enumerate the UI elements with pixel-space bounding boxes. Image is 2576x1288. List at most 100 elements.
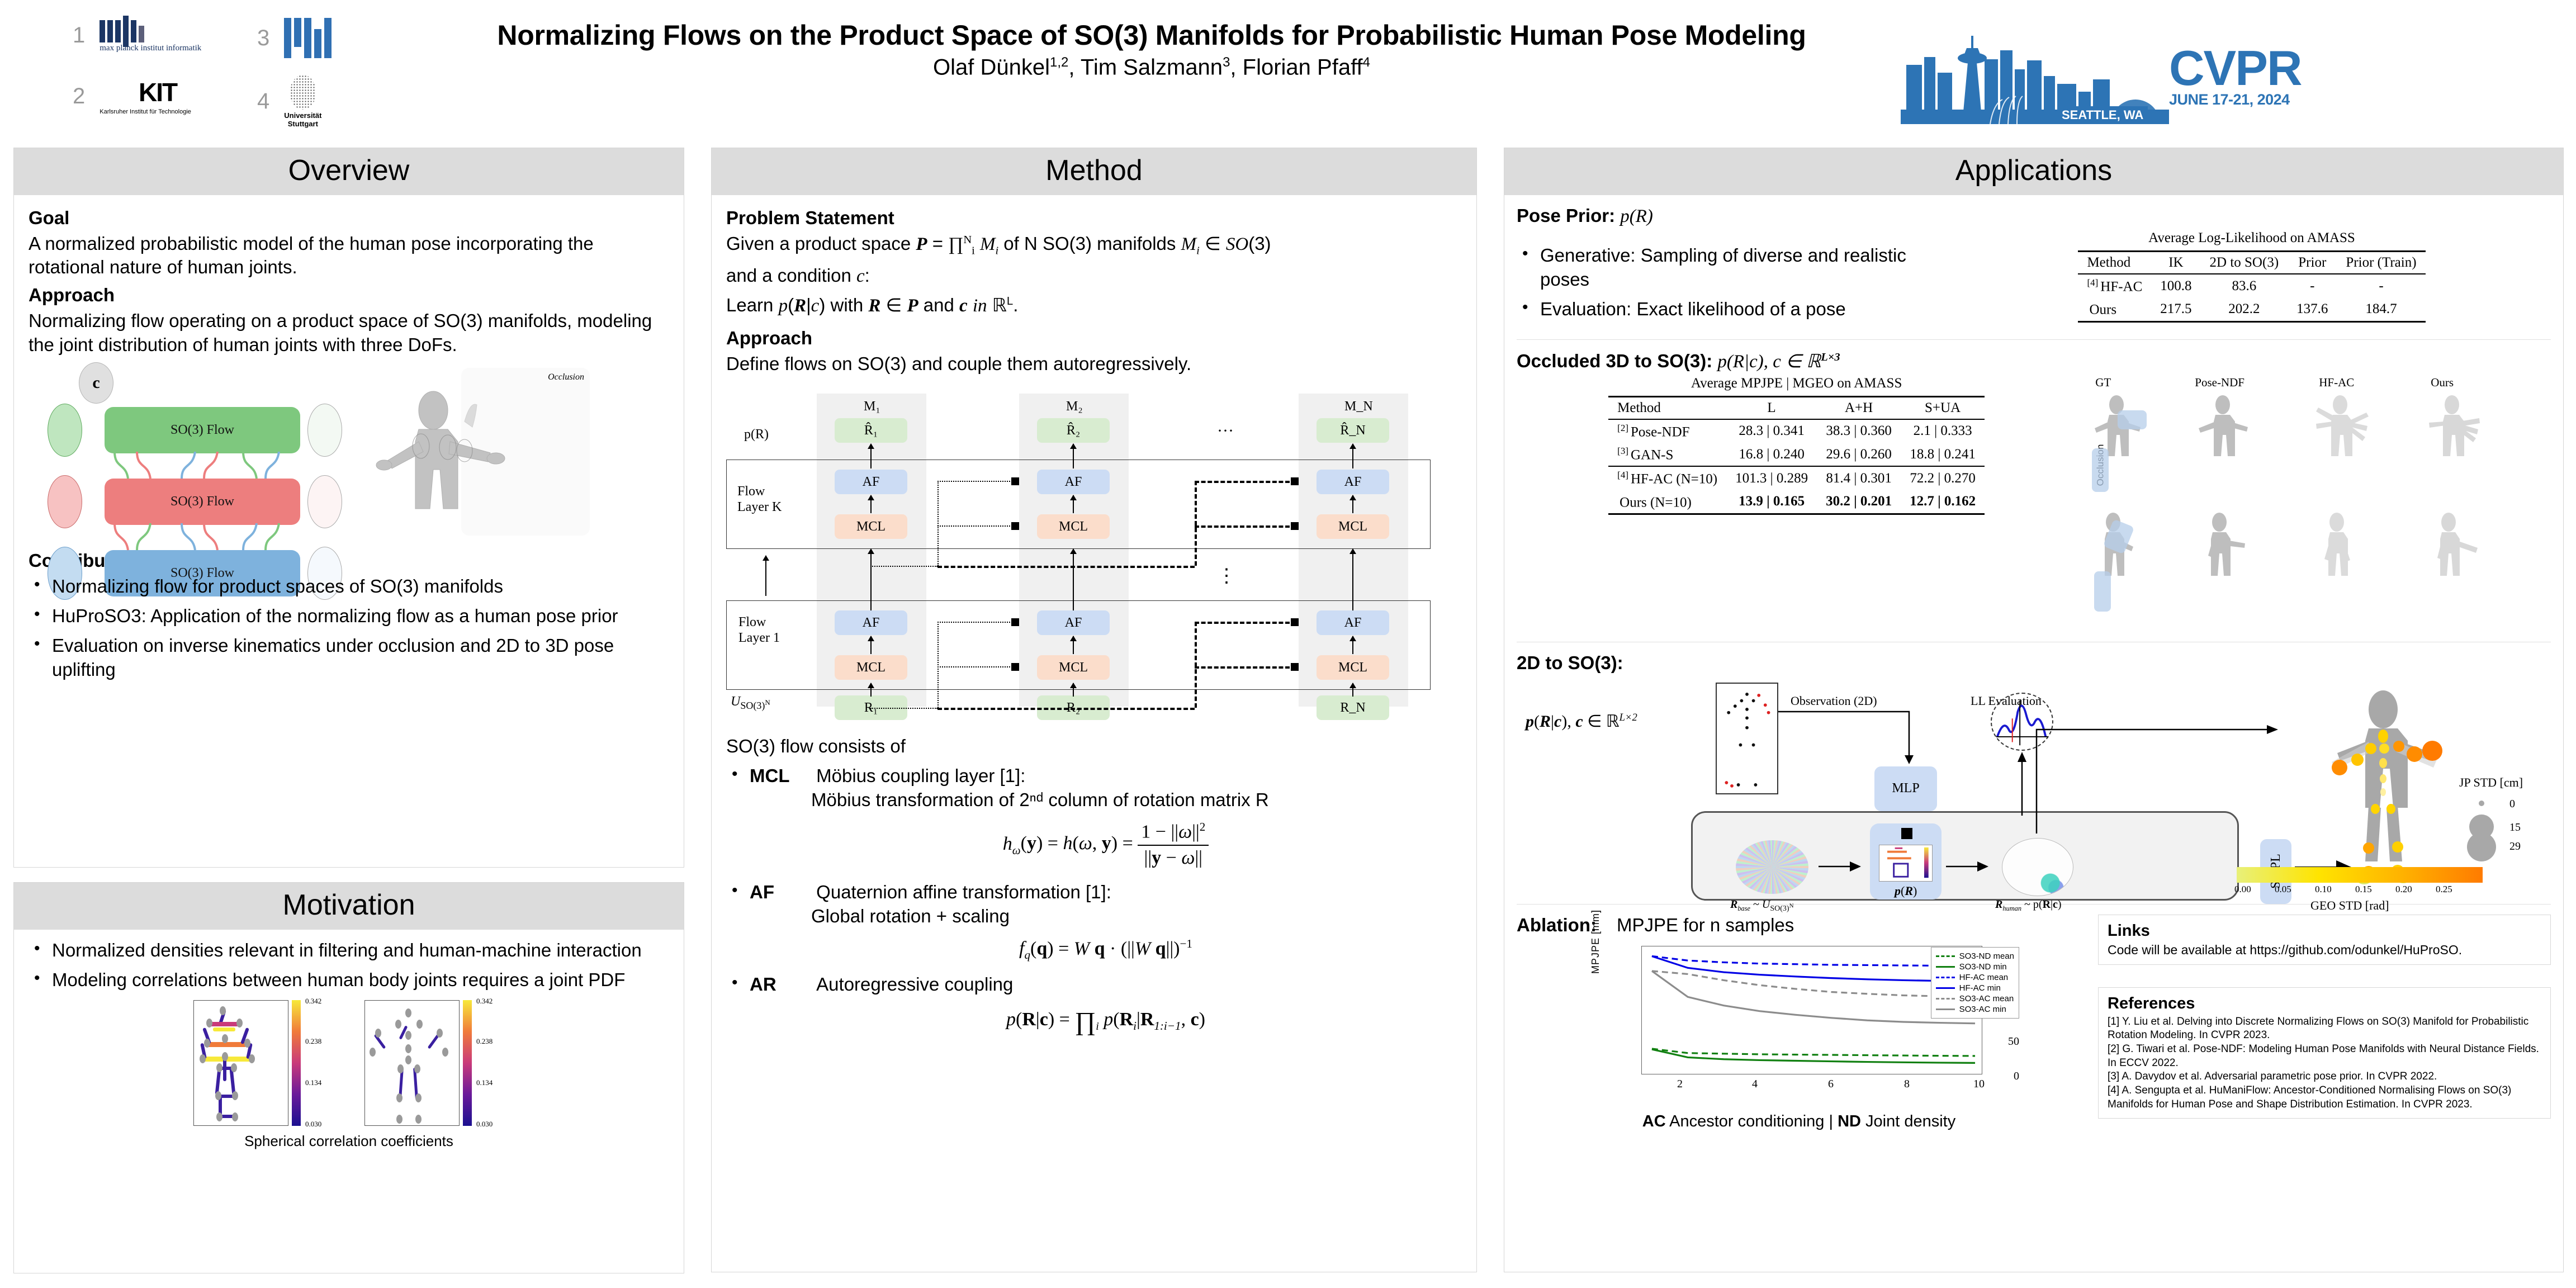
cvpr-location: SEATTLE, WA xyxy=(2057,106,2148,124)
output-manifold-red xyxy=(307,475,342,528)
pose-col-posendf: Pose-NDF xyxy=(2195,375,2244,389)
flow-components-list: MCL Möbius coupling layer [1]: Möbius tr… xyxy=(726,763,1462,1038)
ll-curve-bubble xyxy=(1991,692,2053,751)
legend-item: SO3-ND min xyxy=(1935,962,2014,972)
jp-std-value: 15 xyxy=(2509,821,2521,834)
table-row: [4] HF-AC 100.8 83.6 - - xyxy=(2078,273,2426,298)
qualitative-pose-grid: GT Pose-NDF HF-AC Ours Occlusion xyxy=(2085,376,2551,638)
ref-marker: [2] xyxy=(1617,422,1628,433)
geo-tick: 0.05 xyxy=(2275,883,2291,894)
input-manifold-green xyxy=(48,403,82,457)
cell-sua: 72.2 | 0.270 xyxy=(1901,466,1985,490)
ablation-block: Ablation: MPJPE for n samples MPJPE [mm]… xyxy=(1517,910,2081,1131)
cell-prior-train: 184.7 xyxy=(2337,297,2426,323)
cvpr-dates: JUNE 17-21, 2024 xyxy=(2169,91,2290,108)
contributions-list: Normalizing flow for product spaces of S… xyxy=(29,574,669,682)
mcl-tag: MCL xyxy=(750,765,790,786)
reference-item: [3] A. Davydov et al. Adversarial parame… xyxy=(2108,1071,2437,1083)
mcl-node-1-2: MCL xyxy=(1037,655,1110,680)
kit-logo-icon: KIT Karlsruher Institut für Technologie xyxy=(100,78,191,115)
correlation-figure-right: 0.342 0.238 0.134 0.030 xyxy=(364,997,504,1128)
col-l: L xyxy=(1726,395,1817,419)
mcl-line2: Möbius transformation of 2ⁿᵈ column of r… xyxy=(811,789,1269,810)
links-refs-column: Links Code will be available at https://… xyxy=(2098,911,2551,1131)
affiliation-logos: 1 max planck institut informatik 2 KIT K… xyxy=(73,15,419,128)
legend-label: HF-AC mean xyxy=(1959,972,2009,982)
cell-prior: 137.6 xyxy=(2288,297,2337,323)
pose-col-gt: GT xyxy=(2095,375,2111,389)
cell-method: Ours (N=10) xyxy=(1620,494,1692,510)
cell-l: 16.8 | 0.240 xyxy=(1739,446,1805,462)
col-sua: S+UA xyxy=(1901,395,1985,419)
table-row: [2] Pose-NDF 28.3 | 0.341 38.3 | 0.360 2.… xyxy=(1608,418,1985,443)
condition-node: c xyxy=(79,362,113,404)
problem-statement-line-2: and a condition c: xyxy=(726,264,870,286)
geo-tick: 0.10 xyxy=(2315,883,2332,894)
cell-2dso3: 83.6 xyxy=(2200,273,2288,298)
section-ablation-and-links: Ablation: MPJPE for n samples MPJPE [mm]… xyxy=(1517,903,2551,1134)
loglikelihood-table: Method IK 2D to SO(3) Prior Prior (Train… xyxy=(2078,250,2426,323)
coupling-arrows-1 xyxy=(113,451,280,479)
output-node-n: R̂_N xyxy=(1317,418,1389,443)
overview-goal-title: Goal xyxy=(29,207,70,228)
observation-to-mlp-arrow xyxy=(1778,711,1914,764)
cell-2dso3: 202.2 xyxy=(2200,297,2288,323)
col-prior-train: Prior (Train) xyxy=(2337,250,2426,274)
legend-swatch xyxy=(1935,997,1955,1000)
legend-swatch xyxy=(1935,965,1955,968)
geo-tick: 0.15 xyxy=(2355,883,2372,894)
motivation-list: Normalized densities relevant in filteri… xyxy=(29,937,669,992)
section-2d-to-so3: 2D to SO(3): p(R|c), c ∈ ℝL×2 xyxy=(1517,641,2551,913)
legend-label: SO3-AC mean xyxy=(1959,993,2014,1003)
manifold-label-n: M_N xyxy=(1344,399,1373,414)
ablation-label: Ablation: xyxy=(1517,914,1597,935)
flow-intro-text: SO(3) flow consists of xyxy=(726,736,906,757)
colorbar-ticks-left: 0.342 0.238 0.134 0.030 xyxy=(304,997,333,1128)
overview-heading: Overview xyxy=(14,148,684,195)
skeleton-plot-right xyxy=(364,1000,460,1126)
chart-xtick: 10 xyxy=(1973,1077,1985,1090)
affiliation-number-3: 3 xyxy=(257,25,270,50)
cell-method: HF-AC xyxy=(2100,279,2143,295)
af-node-k-2: AF xyxy=(1037,470,1110,495)
cvpr-name: CVPR xyxy=(2169,40,2302,96)
cell-method: GAN-S xyxy=(1630,447,1674,463)
ar-line1: Autoregressive coupling xyxy=(816,974,1014,995)
chart-ytick: 50 xyxy=(2008,1035,2019,1048)
legend-label: SO3-ND min xyxy=(1959,962,2007,972)
mcl-equation: hω(y) = h(ω, y) = 1 − ||ω||2 ||y − ω|| xyxy=(750,820,1462,870)
table-row: [3] GAN-S 16.8 | 0.240 29.6 | 0.260 18.8 … xyxy=(1608,443,1985,466)
mpjpe-table-wrap: Average MPJPE | MGEO on AMASS Method L A… xyxy=(1517,376,2076,515)
pr-label: p(R) xyxy=(1895,883,1917,898)
col-ik: IK xyxy=(2151,250,2201,274)
pose-prior-bullets: Generative: Sampling of diverse and real… xyxy=(1517,243,1942,327)
poster-header: 1 max planck institut informatik 2 KIT K… xyxy=(0,0,2576,141)
cell-ik: 100.8 xyxy=(2151,273,2201,298)
af-line1: Quaternion affine transformation [1]: xyxy=(816,882,1111,903)
links-text[interactable]: Code will be available at https://github… xyxy=(2108,942,2463,957)
author-2-affiliation: 3 xyxy=(1223,55,1230,70)
legend-item: HF-AC min xyxy=(1935,983,2014,993)
cell-method: HF-AC (N=10) xyxy=(1630,471,1718,487)
col-2dso3: 2D to SO(3) xyxy=(2200,250,2288,274)
legend-swatch xyxy=(1935,1008,1955,1010)
flow-layer-1-box xyxy=(726,600,1431,690)
motivation-figure-caption: Spherical correlation coefficients xyxy=(244,1132,453,1149)
nf-to-human-arrow xyxy=(1946,861,1988,872)
author-3: , Florian Pfaff xyxy=(1230,55,1363,80)
occlusion-label: Occlusion xyxy=(548,372,584,382)
ll-feedback-path xyxy=(2035,724,2278,834)
ablation-chart-title: MPJPE for n samples xyxy=(1616,914,1794,935)
footnote-ac-text: Ancestor conditioning | xyxy=(1665,1112,1838,1130)
footnote-ac: AC xyxy=(1642,1112,1666,1130)
author-2: , Tim Salzmann xyxy=(1068,55,1223,80)
poster-title: Normalizing Flows on the Product Space o… xyxy=(497,20,1806,51)
chart-xtick: 6 xyxy=(1828,1077,1834,1090)
flow-component-mcl: MCL Möbius coupling layer [1]: Möbius tr… xyxy=(726,763,1462,870)
pose-col-ours: Ours xyxy=(2431,375,2454,389)
overview-approach-text: Normalizing flow operating on a product … xyxy=(29,310,652,355)
chart-ytick: 0 xyxy=(2014,1069,2019,1082)
flow-component-af: AF Quaternion affine transformation [1]:… xyxy=(726,879,1462,963)
mcl-node-k-2: MCL xyxy=(1037,514,1110,539)
cell-l: 13.9 | 0.165 xyxy=(1726,490,1817,515)
